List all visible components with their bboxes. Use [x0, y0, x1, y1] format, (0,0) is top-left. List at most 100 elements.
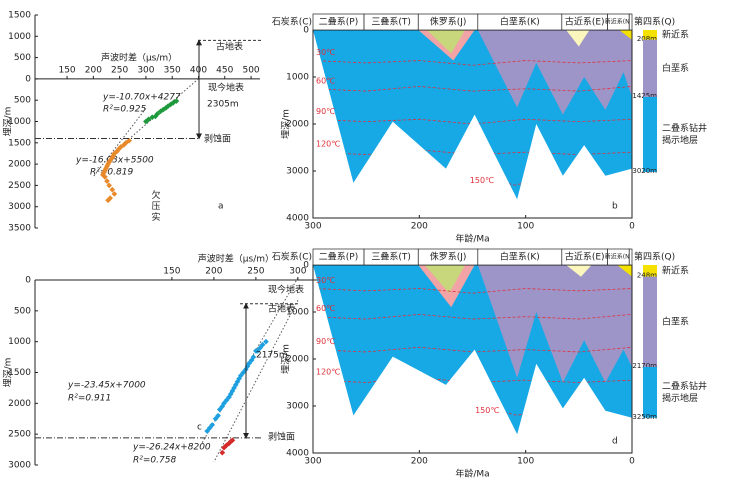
- x-axis-label: 年龄/Ma: [455, 468, 489, 480]
- column-name: 二叠系钻井: [662, 380, 707, 392]
- period-label: 二叠系(P): [319, 17, 358, 28]
- column-depth: 3250m: [632, 413, 657, 421]
- period-label: 古近系(E): [565, 16, 605, 28]
- point: [105, 197, 111, 204]
- period-label: 二叠系(P): [319, 252, 358, 263]
- point: [109, 186, 116, 193]
- y-tick-label: 2500: [8, 181, 31, 191]
- period-label: 三叠系(T): [371, 252, 411, 263]
- isotherm: [313, 85, 632, 92]
- column-segment: [643, 276, 657, 367]
- x-tick-label: 100: [517, 457, 534, 467]
- point: [145, 116, 152, 123]
- level-label: 剥蚀面: [268, 431, 295, 443]
- isotherm: [313, 313, 632, 320]
- burial-area: [426, 30, 466, 54]
- burial-area: [477, 30, 632, 115]
- period-label: 白垩系(K): [500, 16, 540, 28]
- column-name: 白垩系: [662, 315, 689, 327]
- y-tick-label: 1000: [286, 308, 309, 318]
- isotherm-label: 90℃: [316, 337, 335, 346]
- y-axis-label: 埋深/m: [3, 107, 14, 137]
- surface-label: 现今地表: [208, 82, 244, 94]
- panel-label: d: [612, 437, 618, 447]
- column-name: 二叠系钻井: [662, 122, 707, 134]
- y-tick-label: 3500: [8, 224, 31, 234]
- isotherm-label: 30℃: [316, 48, 335, 57]
- point: [173, 98, 180, 104]
- period-box: [628, 248, 633, 266]
- period-after: 第四系(Q): [634, 251, 675, 263]
- column-name: 新近系: [662, 28, 689, 40]
- isotherm: [313, 118, 632, 125]
- fit-r2: R²=0.758: [133, 456, 176, 466]
- x-tick-label: 200: [411, 457, 428, 467]
- isotherm-label: 120℃: [316, 140, 340, 149]
- y-axis-label: 埋深/m: [3, 358, 14, 388]
- burial-area: [566, 265, 592, 277]
- annotation: 欠压实: [150, 189, 161, 223]
- y-tick-label: 0: [303, 261, 309, 271]
- period-before: 石炭系(C): [272, 17, 312, 28]
- x-tick-label: 250: [247, 267, 264, 277]
- fit-line: [200, 277, 299, 445]
- column-segment: [643, 96, 657, 172]
- isotherm: [313, 60, 632, 66]
- level-label: 剥蚀面: [204, 133, 231, 145]
- isotherm: [313, 288, 632, 294]
- fit-equation: y=-10.70x+4277: [102, 93, 181, 103]
- burial-area: [424, 265, 466, 294]
- fit-equation: y=-23.45x+7000: [67, 381, 146, 391]
- y-tick-label: 2500: [8, 430, 31, 440]
- column-segment: [643, 265, 657, 277]
- isotherm-label: 90℃: [316, 107, 335, 116]
- x-tick-label: 500: [242, 65, 259, 75]
- period-label: 新近系(N): [605, 253, 632, 261]
- x-tick-label: 250: [111, 65, 128, 75]
- burial-area: [617, 265, 632, 277]
- y-tick-label: 2000: [286, 355, 309, 365]
- x-tick-label: 350: [164, 65, 181, 75]
- point: [212, 415, 219, 422]
- point: [263, 338, 269, 345]
- x-tick-label: 300: [289, 267, 306, 277]
- y-tick-label: 0: [25, 74, 31, 84]
- y-tick-label: 2000: [8, 399, 31, 409]
- column-depth: 2170m: [632, 362, 657, 370]
- period-label: 古近系(E): [565, 251, 605, 263]
- x-tick-label: 100: [517, 222, 534, 232]
- fit-r2: R²=0.819: [90, 168, 133, 178]
- y-tick-label: 3000: [8, 202, 31, 212]
- y-tick-label: 500: [14, 96, 31, 106]
- x-tick-label: 200: [85, 65, 102, 75]
- y-tick-label: 1000: [8, 32, 31, 42]
- y-tick-label: 1500: [8, 11, 31, 21]
- y-tick-label: 0: [303, 26, 309, 36]
- burial-area: [619, 30, 632, 40]
- column-name: 新近系: [662, 264, 689, 276]
- y-tick-label: 1000: [286, 73, 309, 83]
- isotherm-label: 30℃: [316, 276, 335, 285]
- x-tick-label: 300: [304, 457, 321, 467]
- point: [106, 182, 112, 189]
- point: [221, 444, 227, 451]
- point: [111, 191, 118, 197]
- y-tick-label: 4000: [286, 449, 309, 459]
- y-axis-label: 埋深/m: [281, 344, 292, 374]
- x-tick-label: 200: [205, 267, 222, 277]
- x-tick-label: 450: [216, 65, 233, 75]
- y-tick-label: 1000: [8, 117, 31, 127]
- fit-equation: y=-26.24x+8200: [132, 443, 211, 453]
- x-tick-label: 150: [58, 65, 75, 75]
- level-label: 古地表: [216, 41, 243, 53]
- burial-area: [477, 265, 632, 383]
- period-label: 白垩系(K): [500, 251, 540, 263]
- y-tick-label: 500: [14, 53, 31, 63]
- column-depth: 1425m: [632, 92, 657, 100]
- level-label: 古地表: [268, 303, 295, 315]
- x-tick-label: 0: [629, 457, 635, 467]
- isotherm-label: 150℃: [470, 176, 494, 185]
- isotherm: [313, 346, 632, 353]
